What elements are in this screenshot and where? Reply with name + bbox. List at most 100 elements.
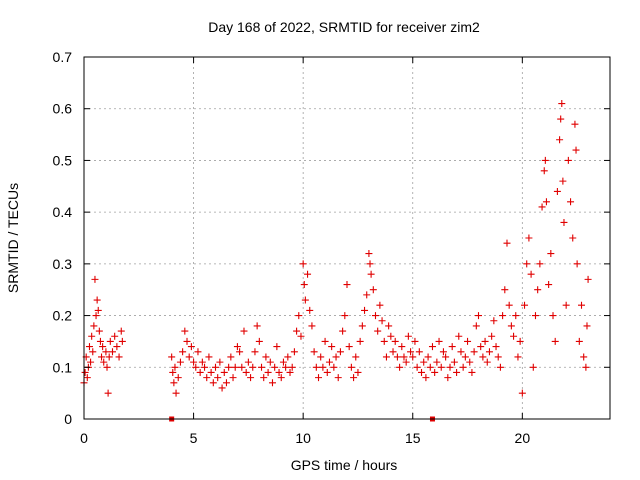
data-point [538, 203, 546, 211]
data-point [492, 343, 500, 351]
data-point [88, 332, 96, 340]
data-point [260, 374, 268, 382]
data-point [172, 389, 180, 397]
y-tick-label: 0.3 [53, 256, 73, 272]
data-point [415, 348, 423, 356]
data-point [354, 368, 362, 376]
data-point [266, 358, 274, 366]
data-point [503, 239, 511, 247]
x-tick-label: 15 [405, 430, 421, 446]
data-point [323, 368, 331, 376]
data-point [225, 363, 233, 371]
data-point [108, 348, 116, 356]
data-point [168, 353, 176, 361]
data-point [439, 348, 447, 356]
y-axis-label: SRMTID / TECUs [5, 183, 21, 293]
data-point [115, 353, 123, 361]
data-point [378, 317, 386, 325]
data-point [183, 337, 191, 345]
data-point [187, 343, 195, 351]
data-point [284, 353, 292, 361]
data-point [286, 368, 294, 376]
data-point [391, 337, 399, 345]
data-point [290, 348, 298, 356]
data-point [505, 301, 513, 309]
y-tick-labels: 0 0.1 0.2 0.3 0.4 0.5 0.6 0.7 [53, 49, 73, 427]
data-point [446, 363, 454, 371]
data-point [343, 281, 351, 289]
data-point [253, 322, 261, 330]
data-point [490, 317, 498, 325]
data-point [334, 374, 342, 382]
data-point [330, 363, 338, 371]
data-point [222, 379, 230, 387]
data-point [93, 296, 101, 304]
data-point [273, 343, 281, 351]
data-point [583, 322, 591, 330]
data-point [117, 327, 125, 335]
data-point [512, 312, 520, 320]
data-point [365, 250, 373, 258]
x-tick-label: 20 [515, 430, 531, 446]
data-point [293, 327, 301, 335]
data-point [244, 358, 252, 366]
data-point [317, 353, 325, 361]
data-point [301, 296, 309, 304]
data-point [572, 146, 580, 154]
data-point [387, 332, 395, 340]
data-point [510, 332, 518, 340]
data-point [102, 348, 110, 356]
data-point [89, 348, 97, 356]
data-point [282, 363, 290, 371]
data-point [393, 353, 401, 361]
data-point [477, 343, 485, 351]
data-point [380, 337, 388, 345]
data-point [216, 358, 224, 366]
data-point [350, 374, 358, 382]
data-point [556, 136, 564, 144]
data-point [95, 327, 103, 335]
data-point [275, 368, 283, 376]
data-point [312, 363, 320, 371]
data-point [431, 368, 439, 376]
data-point [407, 348, 415, 356]
data-point [420, 358, 428, 366]
data-point [251, 348, 259, 356]
data-point [262, 353, 270, 361]
data-point [106, 337, 114, 345]
plot-frame [83, 56, 611, 420]
data-point [238, 363, 246, 371]
data-point [299, 260, 307, 268]
data-point [483, 358, 491, 366]
data-point [113, 343, 121, 351]
data-point [332, 353, 340, 361]
data-point [220, 368, 228, 376]
data-point [453, 368, 461, 376]
x-tick-label: 10 [295, 430, 311, 446]
data-point [310, 348, 318, 356]
data-point [398, 343, 406, 351]
data-point [468, 368, 476, 376]
data-point [315, 374, 323, 382]
data-point [571, 120, 579, 128]
data-point [455, 332, 463, 340]
data-point [100, 358, 108, 366]
data-point [424, 353, 432, 361]
data-point [229, 374, 237, 382]
data-point [385, 322, 393, 330]
data-points [80, 100, 592, 397]
x-axis-label: GPS time / hours [291, 457, 398, 473]
data-point [376, 301, 384, 309]
data-point [475, 312, 482, 320]
data-point [104, 389, 112, 397]
data-point [516, 337, 524, 345]
data-point [99, 343, 107, 351]
y-tick-label: 0.7 [53, 49, 73, 65]
data-point [90, 322, 98, 330]
data-point [580, 353, 588, 361]
data-point [192, 363, 200, 371]
data-point [345, 343, 353, 351]
x-tick-label: 0 [80, 430, 88, 446]
data-point [562, 301, 570, 309]
